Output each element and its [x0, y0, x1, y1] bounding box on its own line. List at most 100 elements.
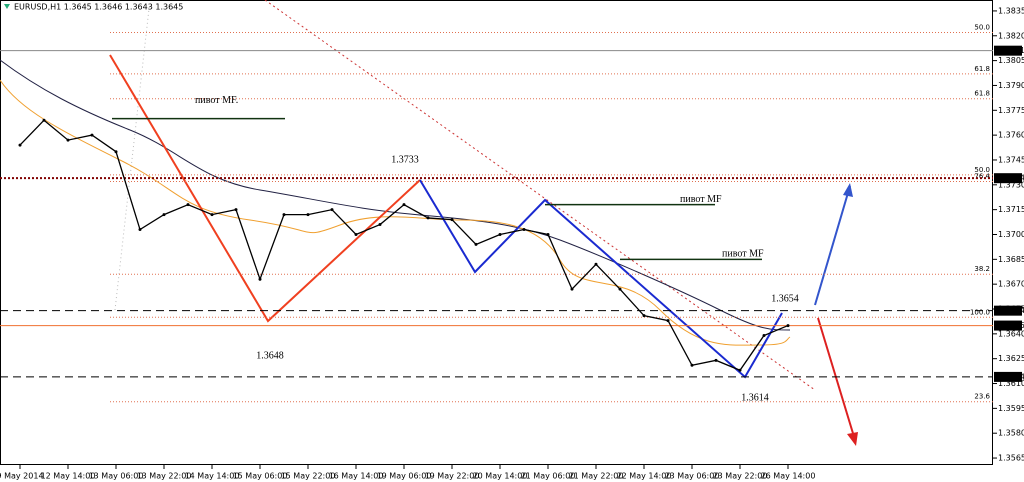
- moving-average: [0, 59, 791, 331]
- price-point: [738, 368, 742, 372]
- price-tag: [994, 173, 1022, 184]
- x-tick-label: 22 May 14:00: [617, 472, 672, 481]
- price-point: [474, 242, 478, 246]
- y-tick-label: 1.3745: [998, 155, 1024, 164]
- price-point: [210, 213, 214, 217]
- zigzag-label: 1.3614: [741, 392, 769, 403]
- price-point: [426, 216, 430, 220]
- x-tick-label: 13 May 06:00: [89, 472, 144, 481]
- fib-label: 50.0: [974, 166, 990, 174]
- zigzag-label: 1.3648: [256, 350, 284, 361]
- price-point: [234, 208, 238, 212]
- zigzag-label: 1.3733: [391, 154, 419, 165]
- price-point: [138, 228, 142, 232]
- fib-label: 61.8: [974, 90, 990, 98]
- fib-label: 23.6: [974, 393, 990, 401]
- y-tick-label: 1.3760: [998, 131, 1024, 140]
- zigzag-label: 1.3654: [771, 293, 799, 304]
- symbol-icon: [4, 4, 10, 9]
- fib-label: 50.0: [974, 23, 990, 31]
- price-tag-label: 1.3614: [997, 372, 1024, 381]
- price-tag: [994, 45, 1022, 56]
- y-tick-label: 1.3610: [998, 379, 1024, 388]
- x-tick-label: 21 May 22:00: [569, 472, 624, 481]
- x-tick-label: 14 May 14:00: [185, 472, 240, 481]
- price-point: [690, 363, 694, 367]
- price-point: [354, 232, 358, 236]
- price-point: [42, 118, 46, 122]
- y-tick-label: 1.3595: [998, 404, 1024, 413]
- pivot-label: пивот MF: [722, 249, 764, 260]
- x-tick-label: 15 May 06:00: [233, 472, 288, 481]
- price-point: [786, 324, 790, 328]
- price-point: [570, 287, 574, 291]
- x-tick-label: 16 May 14:00: [329, 472, 384, 481]
- y-tick-label: 1.3835: [998, 6, 1024, 15]
- y-tick-label: 1.3580: [998, 429, 1024, 438]
- x-tick-label: 13 May 22:00: [137, 472, 192, 481]
- price-point: [258, 277, 262, 281]
- price-point: [162, 213, 166, 217]
- fib-label: 38.2: [974, 265, 990, 273]
- arrow-head: [843, 183, 853, 197]
- price-tag: [994, 320, 1022, 331]
- pivot-label: пивот MF.: [195, 95, 238, 106]
- price-tag: [994, 371, 1022, 382]
- price-tag: [994, 305, 1022, 316]
- y-tick-label: 1.3670: [998, 280, 1024, 289]
- price-point: [90, 133, 94, 137]
- price-point: [642, 314, 646, 318]
- y-tick-label: 1.3625: [998, 354, 1024, 363]
- y-tick-label: 1.3715: [998, 205, 1024, 214]
- price-point: [18, 143, 22, 147]
- price-tag-label: 1.3645: [997, 321, 1024, 330]
- y-tick-label: 1.3685: [998, 255, 1024, 264]
- chart-title: EURUSD,H1 1.3645 1.3646 1.3643 1.3645: [14, 3, 183, 12]
- y-tick-label: 1.3775: [998, 106, 1024, 115]
- y-tick-label: 1.3700: [998, 230, 1024, 239]
- price-point: [666, 319, 670, 323]
- price-point: [378, 223, 382, 227]
- price-point: [498, 232, 502, 236]
- price-point: [114, 150, 118, 154]
- price-point: [618, 287, 622, 291]
- fib-label: 76.4: [974, 172, 990, 180]
- x-tick-label: 12 May 14:00: [41, 472, 96, 481]
- decorations: [0, 0, 858, 446]
- y-tick-label: 1.3565: [998, 454, 1024, 463]
- arrow-up: [814, 185, 851, 306]
- x-tick-label: 20 May 14:00: [473, 472, 528, 481]
- x-tick-label: 9 May 2014: [0, 472, 44, 481]
- fib-label: 100.0: [970, 308, 990, 316]
- price-point: [402, 203, 406, 207]
- y-tick-label: 1.3820: [998, 31, 1024, 40]
- price-point: [66, 138, 70, 142]
- price-point: [306, 213, 310, 217]
- trend-line: [264, 0, 816, 391]
- fib-label: 61.8: [974, 65, 990, 73]
- x-tick-label: 21 May 06:00: [521, 472, 576, 481]
- price-tag-label: 1.3811: [997, 46, 1024, 55]
- arrow-head: [847, 432, 858, 446]
- price-point: [186, 203, 190, 207]
- y-tick-label: 1.3805: [998, 56, 1024, 65]
- x-tick-label: 26 May 14:00: [761, 472, 816, 481]
- price-point: [522, 228, 526, 232]
- y-tick-label: 1.3790: [998, 81, 1024, 90]
- price-point: [546, 232, 550, 236]
- y-tick-label: 1.3640: [998, 329, 1024, 338]
- price-tag-label: 1.3654: [997, 306, 1024, 315]
- plot-frame: [0, 0, 993, 465]
- y-tick-label: 1.3730: [998, 180, 1024, 189]
- price-point: [762, 334, 766, 338]
- price-point: [450, 218, 454, 222]
- x-tick-label: 19 May 22:00: [425, 472, 480, 481]
- zigzag-red: [109, 54, 421, 323]
- x-tick-label: 23 May 22:00: [713, 472, 768, 481]
- arrow-down: [817, 317, 856, 441]
- pivot-label: пивот MF: [680, 194, 722, 205]
- price-point: [282, 213, 286, 217]
- x-tick-label: 23 May 06:00: [665, 472, 720, 481]
